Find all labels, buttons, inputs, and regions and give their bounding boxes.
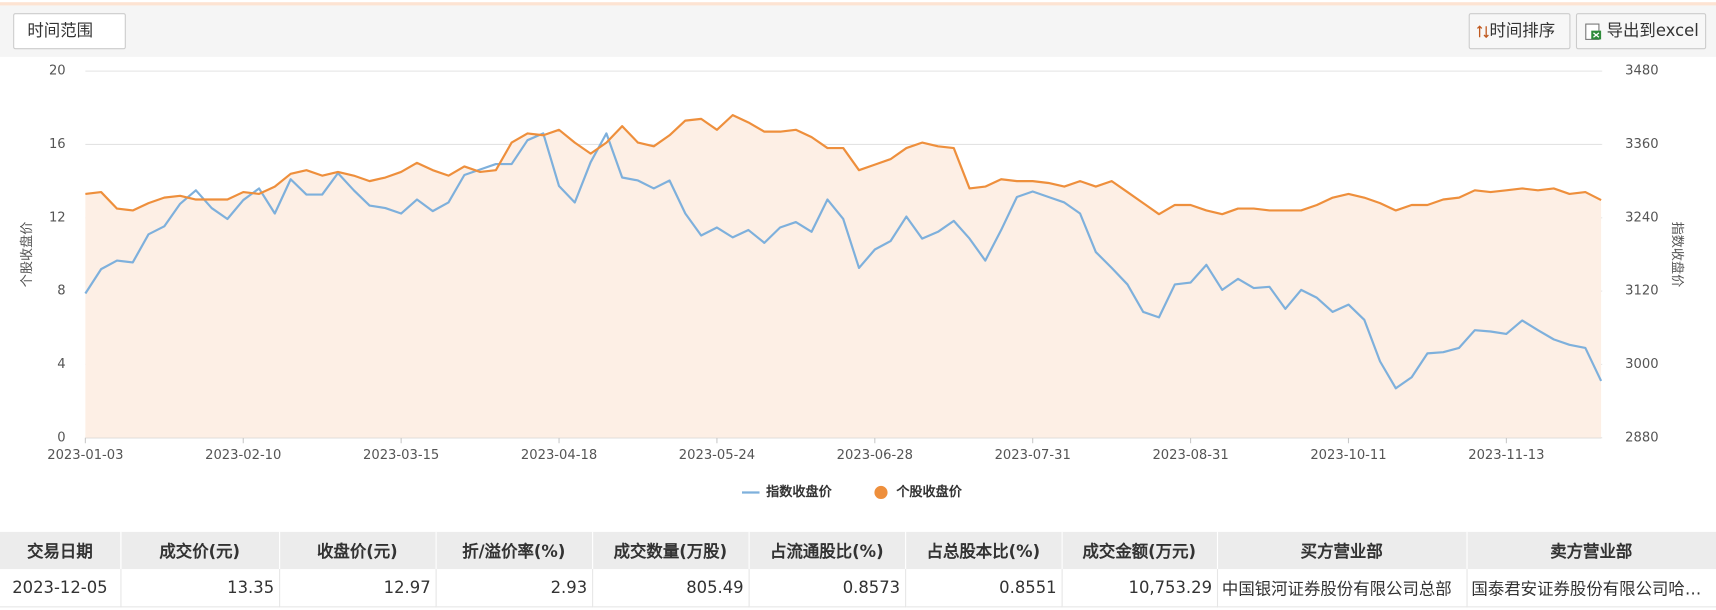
x-tick-label: 2023-10-11 [1310, 448, 1386, 463]
y-tick-label: 16 [49, 137, 66, 152]
y2-tick-label: 3240 [1625, 210, 1658, 225]
header-cell: 折/溢价率(%) [435, 531, 593, 570]
header-cell: 成交价(元) [120, 531, 280, 570]
header-cell: 收盘价(元) [279, 531, 437, 570]
legend-label: 个股收盘价 [895, 483, 962, 500]
data-cell: 0.8573 [748, 569, 906, 608]
data-cell: 国泰君安证券股份有限公司哈… [1466, 569, 1716, 608]
series-line [85, 114, 1602, 216]
data-cell: 12.97 [279, 569, 437, 608]
legend-marker [874, 485, 888, 500]
header-cell: 成交数量(万股) [592, 531, 750, 570]
y-tick-label: 8 [57, 284, 65, 299]
data-table: 交易日期 成交价(元) 收盘价(元) 折/溢价率(%) 成交数量(万股) 占流通股比(%)… [0, 531, 1716, 608]
data-cell: 0.8551 [905, 569, 1063, 608]
y-tick-label: 4 [57, 357, 65, 372]
table-body: 2023-12-05 13.35 12.97 2.93 805.49 0.8573 0.85… [0, 569, 1716, 608]
data-cell: 2023-12-05 [0, 569, 121, 608]
y2-axis-title: 指数收盘价 [1669, 222, 1686, 288]
y-axis-title: 个股收盘价 [18, 222, 35, 288]
series-area [85, 115, 1602, 438]
header-cell: 占流通股比(%) [748, 531, 906, 570]
table-head: 交易日期 成交价(元) 收盘价(元) 折/溢价率(%) 成交数量(万股) 占流通股比(%)… [0, 531, 1716, 570]
data-cell: 10,753.29 [1061, 569, 1218, 608]
header-cell: 买方营业部 [1216, 531, 1468, 570]
y2-tick-label: 3120 [1625, 284, 1658, 299]
x-tick-label: 2023-05-24 [679, 448, 755, 463]
x-tick-label: 2023-06-28 [837, 448, 913, 463]
export-button[interactable]: 导出到excel [1575, 13, 1707, 50]
button-label: 时间排序 [1489, 20, 1556, 41]
y-tick-label: 20 [49, 64, 66, 79]
y2-tick-label: 2880 [1625, 430, 1658, 445]
data-cell: 2.93 [435, 569, 593, 608]
y2-tick-label: 3000 [1625, 357, 1658, 372]
x-tick-label: 2023-04-18 [521, 448, 597, 463]
header-row: 交易日期 成交价(元) 收盘价(元) 折/溢价率(%) 成交数量(万股) 占流通股比(%)… [0, 531, 1716, 570]
header-cell: 交易日期 [0, 531, 121, 570]
x-tick-label: 2023-02-10 [205, 448, 281, 463]
x-tick-label: 2023-01-03 [47, 448, 123, 463]
data-cell: 13.35 [120, 569, 280, 608]
y2-tick-label: 3480 [1625, 64, 1658, 79]
y2-tick-label: 3360 [1625, 137, 1658, 152]
x-tick-label: 2023-03-15 [363, 448, 439, 463]
x-tick-label: 2023-11-13 [1468, 448, 1544, 463]
header-cell: 卖方营业部 [1466, 531, 1716, 570]
toolbar: 时间范围 时间排序 导出到excel [0, 5, 1716, 57]
data-row: 2023-12-05 13.35 12.97 2.93 805.49 0.8573 0.85… [0, 569, 1716, 608]
sort-button[interactable]: 时间排序 [1468, 13, 1571, 50]
data-cell: 805.49 [592, 569, 750, 608]
data-cell: 中国银河证券股份有限公司总部 [1216, 569, 1468, 608]
y-tick-label: 12 [49, 210, 66, 225]
header-cell: 占总股本比(%) [905, 531, 1063, 570]
y-tick-label: 0 [57, 430, 65, 445]
button-label: 导出到excel [1606, 20, 1699, 41]
series-line [84, 132, 1603, 390]
header-cell: 成交金额(万元) [1061, 531, 1218, 570]
x-tick-label: 2023-08-31 [1152, 448, 1228, 463]
top-border [0, 2, 1716, 6]
range-button[interactable]: 时间范围 [13, 13, 126, 50]
legend-label: 指数收盘价 [766, 483, 832, 500]
x-tick-label: 2023-07-31 [995, 448, 1071, 463]
excel-icon [1585, 22, 1602, 40]
sort-icon [1476, 24, 1489, 38]
button-label: 时间范围 [27, 20, 94, 41]
